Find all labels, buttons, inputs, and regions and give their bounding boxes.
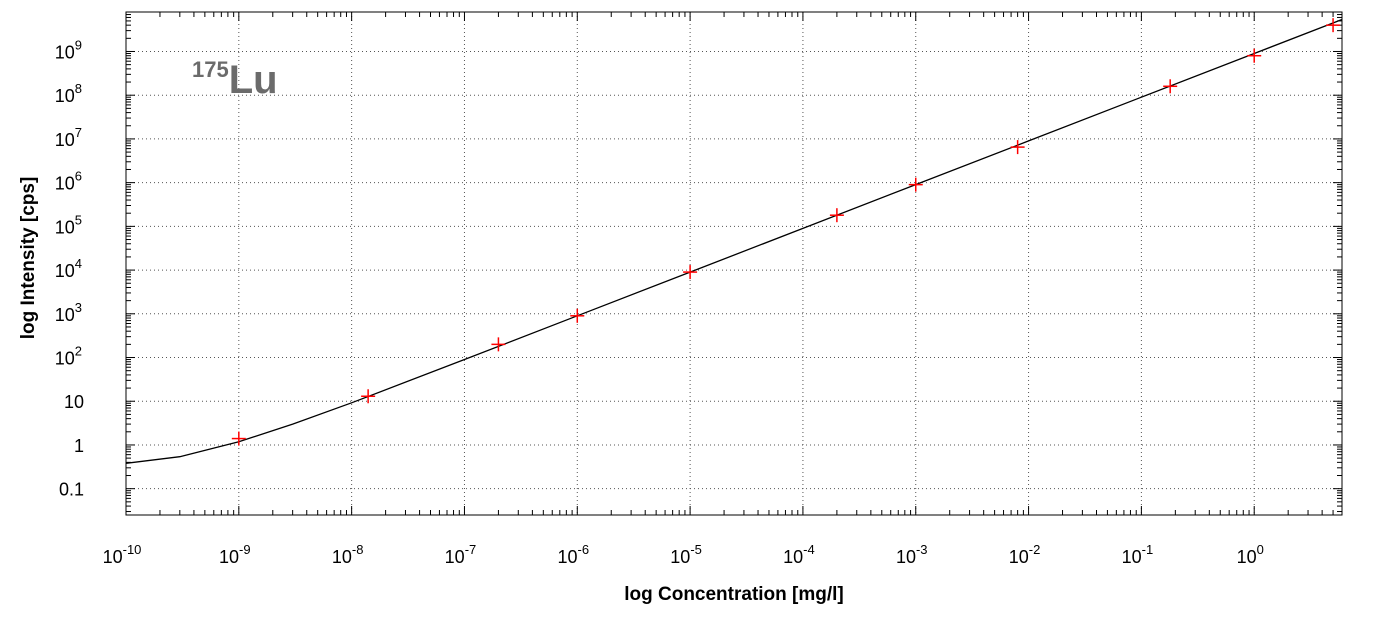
x-tick-exponent: -3 — [916, 542, 928, 557]
x-tick-exponent: -2 — [1029, 542, 1041, 557]
x-tick-label: 10-5 — [670, 542, 702, 567]
y-tick-base: 10 — [55, 305, 75, 325]
x-tick-label: 10-10 — [103, 542, 142, 567]
data-point — [1163, 79, 1178, 94]
y-tick-label: 102 — [55, 344, 82, 369]
x-tick-base: 10 — [219, 547, 239, 567]
data-points — [231, 18, 1341, 446]
y-tick-base: 10 — [55, 217, 75, 237]
x-tick-base: 10 — [1122, 547, 1142, 567]
x-tick-base: 10 — [783, 547, 803, 567]
x-tick-base: 10 — [896, 547, 916, 567]
y-tick-base: 10 — [55, 174, 75, 194]
y-tick-exponent: 5 — [75, 212, 82, 227]
x-tick-base: 10 — [670, 547, 690, 567]
data-point — [908, 177, 923, 192]
y-tick-exponent: 9 — [75, 37, 82, 52]
x-tick-label: 10-2 — [1009, 542, 1041, 567]
x-tick-base: 10 — [1009, 547, 1029, 567]
x-axis-title: log Concentration [mg/l] — [624, 584, 844, 605]
y-tick-base: 10 — [55, 130, 75, 150]
y-tick-exponent: 7 — [75, 125, 82, 140]
y-tick-base: 10 — [55, 86, 75, 106]
x-tick-base: 10 — [557, 547, 577, 567]
data-point — [1326, 18, 1341, 33]
data-point — [491, 337, 506, 352]
plot-frame — [125, 11, 1343, 516]
y-tick-exponent: 6 — [75, 169, 82, 184]
data-point — [829, 208, 844, 223]
x-tick-base: 10 — [332, 547, 352, 567]
x-tick-exponent: -8 — [352, 542, 364, 557]
x-tick-label: 10-6 — [557, 542, 589, 567]
data-point — [231, 431, 246, 446]
x-tick-label: 10-7 — [445, 542, 477, 567]
y-tick-base: 10 — [55, 349, 75, 369]
x-tick-labels: 10-10 10-9 10-8 10-7 10-6 10-5 10-4 10-3 10-2 10-… — [103, 542, 1264, 567]
fit-line-layer — [125, 18, 1343, 464]
y-tick-label: 103 — [55, 300, 82, 325]
x-tick-base: 10 — [103, 547, 123, 567]
x-tick-exponent: -1 — [1142, 542, 1154, 557]
data-point — [1010, 140, 1025, 155]
y-tick-label: 0.1 — [59, 480, 84, 500]
y-tick-label: 108 — [55, 81, 82, 106]
y-axis-title: log Intensity [cps] — [18, 177, 39, 340]
x-tick-label: 10-8 — [332, 542, 364, 567]
minor-ticks — [125, 12, 1342, 515]
x-tick-base: 10 — [445, 547, 465, 567]
y-tick-base: 10 — [55, 42, 75, 62]
y-tick-label: 104 — [55, 256, 82, 281]
isotope-label: 175Lu — [192, 57, 278, 102]
x-tick-exponent: -9 — [239, 542, 251, 557]
y-tick-label: 10 — [64, 392, 84, 412]
x-tick-exponent: -10 — [123, 542, 142, 557]
x-tick-exponent: 0 — [1257, 542, 1264, 557]
x-tick-label: 10-9 — [219, 542, 251, 567]
x-tick-label: 10-4 — [783, 542, 815, 567]
y-tick-exponent: 8 — [75, 81, 82, 96]
data-point — [570, 308, 585, 323]
x-tick-label: 10-1 — [1122, 542, 1154, 567]
y-tick-exponent: 4 — [75, 256, 82, 271]
data-point — [683, 265, 698, 280]
grid — [126, 12, 1342, 515]
y-tick-label: 109 — [55, 37, 82, 62]
x-tick-exponent: -7 — [465, 542, 477, 557]
x-tick-exponent: -5 — [690, 542, 702, 557]
y-tick-base: 1 — [74, 436, 84, 456]
y-tick-base: 10 — [55, 261, 75, 281]
x-tick-label: 100 — [1237, 542, 1264, 567]
fit-line — [125, 18, 1343, 464]
isotope-mass-number: 175 — [192, 57, 229, 82]
x-tick-exponent: -6 — [578, 542, 590, 557]
y-tick-label: 107 — [55, 125, 82, 150]
y-tick-label: 106 — [55, 169, 82, 194]
y-tick-label: 105 — [55, 212, 82, 237]
data-point — [361, 389, 376, 404]
y-tick-base: 10 — [64, 392, 84, 412]
y-tick-label: 1 — [74, 436, 84, 456]
y-tick-exponent: 2 — [75, 344, 82, 359]
isotope-symbol: Lu — [229, 58, 278, 102]
y-tick-exponent: 3 — [75, 300, 82, 315]
y-tick-base: 0.1 — [59, 480, 84, 500]
data-point — [1247, 48, 1262, 63]
x-tick-exponent: -4 — [803, 542, 815, 557]
x-tick-base: 10 — [1237, 547, 1257, 567]
x-tick-label: 10-3 — [896, 542, 928, 567]
